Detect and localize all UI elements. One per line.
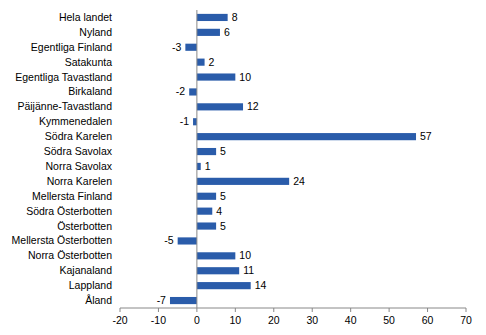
category-label: Södra Savolax [44, 145, 113, 157]
x-tick-label: 50 [383, 314, 395, 326]
data-label: 10 [239, 249, 251, 261]
x-tick-label: 10 [229, 314, 241, 326]
labels: Hela landet 8 Nyland 6 Egentliga Finland -3 Sa… [12, 11, 432, 306]
x-tick-label: 20 [268, 314, 280, 326]
x-tick-label: 70 [460, 314, 472, 326]
data-label: -3 [172, 41, 181, 53]
data-label: 12 [247, 100, 259, 112]
category-label: Norra Österbotten [28, 249, 112, 261]
bar [197, 178, 289, 185]
bar [197, 73, 235, 80]
bars [170, 14, 416, 304]
x-tick [120, 308, 121, 312]
bar [197, 59, 205, 66]
x-tick [273, 308, 274, 312]
x-tick-label: -10 [151, 314, 166, 326]
data-label: 11 [243, 264, 254, 276]
data-label: 10 [239, 71, 251, 83]
data-label: 24 [293, 175, 305, 187]
category-label: Mellersta Finland [32, 190, 112, 202]
data-label: 8 [232, 11, 238, 23]
chart: Hela landet 8 Nyland 6 Egentliga Finland -3 Sa… [0, 0, 486, 335]
bar [197, 133, 416, 140]
data-label: 57 [420, 130, 432, 142]
category-label: Åland [85, 294, 112, 306]
x-tick-label: 40 [345, 314, 357, 326]
x-tick [427, 308, 428, 312]
bar [197, 148, 216, 155]
x-tick [235, 308, 236, 312]
bar [185, 44, 197, 51]
category-label: Norra Karelen [47, 175, 113, 187]
bar [197, 252, 235, 259]
bar [197, 193, 216, 200]
bar [170, 297, 197, 304]
bar [197, 163, 201, 170]
category-label: Nyland [79, 26, 112, 38]
bar [197, 282, 251, 289]
bar [197, 29, 220, 36]
x-tick-label: -20 [112, 314, 127, 326]
data-label: -1 [180, 115, 189, 127]
category-label: Norra Savolax [45, 160, 112, 172]
data-label: 14 [255, 279, 267, 291]
category-label: Hela landet [59, 11, 112, 23]
bar [197, 103, 243, 110]
category-label: Kymmenedalen [39, 115, 112, 127]
x-tick [196, 308, 197, 312]
x-tick [389, 308, 390, 312]
x-tick-label: 30 [306, 314, 318, 326]
bar [197, 267, 239, 274]
x-axis [120, 308, 466, 309]
category-label: Mellersta Österbotten [12, 234, 113, 246]
bar [193, 118, 197, 125]
data-label: 6 [224, 26, 230, 38]
x-tick [350, 308, 351, 312]
category-label: Kajanaland [59, 264, 112, 276]
x-tick [158, 308, 159, 312]
category-label: Satakunta [65, 56, 112, 68]
category-label: Lappland [69, 279, 112, 291]
data-label: 5 [220, 190, 226, 202]
x-tick [312, 308, 313, 312]
data-label: -5 [164, 234, 173, 246]
category-label: Österbotten [57, 220, 112, 232]
data-label: 1 [205, 160, 211, 172]
x-tick-label: 0 [194, 314, 200, 326]
bar [178, 237, 197, 244]
data-label: 4 [216, 205, 222, 217]
category-label: Södra Karelen [45, 130, 112, 142]
bar [189, 88, 197, 95]
data-label: 5 [220, 220, 226, 232]
data-label: -7 [157, 294, 166, 306]
category-label: Egentliga Tavastland [15, 71, 112, 83]
data-label: 2 [209, 56, 215, 68]
data-label: -2 [176, 85, 185, 97]
x-tick [466, 308, 467, 312]
category-label: Södra Österbotten [26, 205, 112, 217]
category-label: Päijänne-Tavastland [17, 100, 112, 112]
category-label: Birkaland [68, 85, 112, 97]
bar [197, 14, 228, 21]
bar [197, 222, 216, 229]
data-label: 5 [220, 145, 226, 157]
y-axis [196, 10, 197, 308]
x-tick-label: 60 [422, 314, 434, 326]
bar [197, 208, 212, 215]
category-label: Egentliga Finland [31, 41, 112, 53]
